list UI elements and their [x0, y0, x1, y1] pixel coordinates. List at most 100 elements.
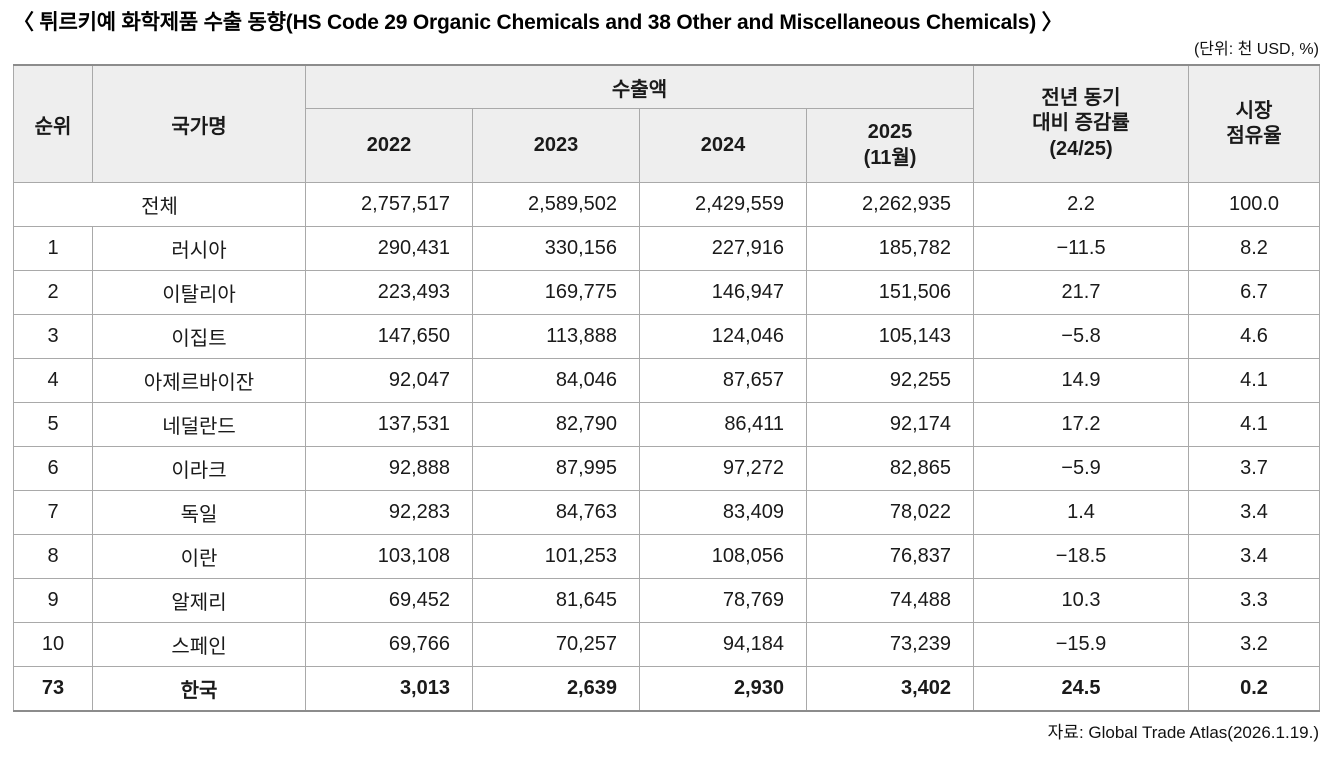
market-share-cell: 3.3 [1188, 578, 1321, 624]
rank-cell: 8 [13, 534, 93, 580]
export-value-cell: 87,995 [472, 446, 640, 492]
header-year-2023: 2023 [472, 108, 640, 184]
market-share-cell: 8.2 [1188, 226, 1321, 272]
yoy-change-cell: −11.5 [973, 226, 1190, 272]
export-value-cell: 290,431 [305, 226, 473, 272]
header-market-share: 시장 점유율 [1188, 64, 1321, 184]
table-header: 순위 국가명 수출액 전년 동기 대비 증감률 (24/25) 시장 점유율 2… [13, 64, 1321, 184]
export-value-cell: 3,013 [305, 666, 473, 712]
yoy-change-cell: −18.5 [973, 534, 1190, 580]
header-year-2022: 2022 [305, 108, 473, 184]
export-value-cell: 124,046 [639, 314, 807, 360]
export-value-cell: 101,253 [472, 534, 640, 580]
export-value-cell: 169,775 [472, 270, 640, 316]
country-cell: 스페인 [92, 622, 306, 668]
yoy-change-cell: 21.7 [973, 270, 1190, 316]
export-value-cell: 105,143 [805, 314, 975, 360]
export-value-cell: 2,930 [639, 666, 807, 712]
country-cell: 이란 [92, 534, 306, 580]
export-value-cell: 82,790 [472, 402, 640, 448]
country-cell: 이탈리아 [92, 270, 306, 316]
unit-note: (단위: 천 USD, %) [1193, 41, 1319, 59]
market-share-cell: 3.2 [1188, 622, 1321, 668]
rank-cell: 10 [13, 622, 93, 668]
table-row: 5 네덜란드 137,531 82,790 86,411 92,174 17.2 4.1 [13, 402, 1321, 448]
country-cell: 네덜란드 [92, 402, 306, 448]
table-row: 3 이집트 147,650 113,888 124,046 105,143 −5.8 4.6 [13, 314, 1321, 360]
market-share-cell: 4.1 [1188, 358, 1321, 404]
export-value-cell: 227,916 [639, 226, 807, 272]
export-value-cell: 69,766 [305, 622, 473, 668]
header-export-amount: 수출액 [304, 64, 975, 110]
yoy-change-cell: 24.5 [973, 666, 1190, 712]
country-cell: 러시아 [92, 226, 306, 272]
export-value-cell: 185,782 [805, 226, 975, 272]
export-value-cell: 2,589,502 [472, 182, 640, 228]
export-value-cell: 103,108 [305, 534, 473, 580]
export-value-cell: 113,888 [472, 314, 640, 360]
market-share-cell: 100.0 [1188, 182, 1321, 228]
rank-cell: 6 [13, 446, 93, 492]
export-value-cell: 97,272 [639, 446, 807, 492]
rank-cell: 2 [13, 270, 93, 316]
market-share-cell: 3.4 [1188, 490, 1321, 536]
yoy-change-cell: −15.9 [973, 622, 1190, 668]
rank-cell: 7 [13, 490, 93, 536]
table-body: 전체 2,757,517 2,589,502 2,429,559 2,262,935 2.… [13, 182, 1321, 712]
rank-cell: 73 [13, 666, 93, 712]
export-value-cell: 94,184 [639, 622, 807, 668]
export-value-cell: 92,888 [305, 446, 473, 492]
export-value-cell: 76,837 [805, 534, 975, 580]
market-share-cell: 4.6 [1188, 314, 1321, 360]
header-yoy-change: 전년 동기 대비 증감률 (24/25) [973, 64, 1190, 184]
table-row: 7 독일 92,283 84,763 83,409 78,022 1.4 3.4 [13, 490, 1321, 536]
page-title: 〈 튀르키예 화학제품 수출 동향(HS Code 29 Organic Che… [13, 11, 1063, 34]
table-row: 6 이라크 92,888 87,995 97,272 82,865 −5.9 3.7 [13, 446, 1321, 492]
header-year-2024: 2024 [639, 108, 807, 184]
export-value-cell: 74,488 [805, 578, 975, 624]
market-share-cell: 6.7 [1188, 270, 1321, 316]
yoy-change-cell: 17.2 [973, 402, 1190, 448]
export-value-cell: 146,947 [639, 270, 807, 316]
export-value-cell: 147,650 [305, 314, 473, 360]
market-share-cell: 3.4 [1188, 534, 1321, 580]
yoy-change-cell: 2.2 [973, 182, 1190, 228]
export-value-cell: 2,262,935 [805, 182, 975, 228]
export-value-cell: 92,255 [805, 358, 975, 404]
rank-cell: 9 [13, 578, 93, 624]
table-row: 8 이란 103,108 101,253 108,056 76,837 −18.5 3.4 [13, 534, 1321, 580]
export-value-cell: 86,411 [639, 402, 807, 448]
header-country: 국가명 [92, 64, 306, 184]
country-cell: 전체 [13, 182, 306, 228]
table-row: 9 알제리 69,452 81,645 78,769 74,488 10.3 3.3 [13, 578, 1321, 624]
table-row-total: 전체 2,757,517 2,589,502 2,429,559 2,262,935 2.… [13, 182, 1321, 228]
rank-cell: 1 [13, 226, 93, 272]
country-cell: 알제리 [92, 578, 306, 624]
rank-cell: 4 [13, 358, 93, 404]
export-value-cell: 2,429,559 [639, 182, 807, 228]
table-row: 2 이탈리아 223,493 169,775 146,947 151,506 21.7 6.7 [13, 270, 1321, 316]
country-cell: 이라크 [92, 446, 306, 492]
market-share-cell: 0.2 [1188, 666, 1321, 712]
export-value-cell: 330,156 [472, 226, 640, 272]
export-value-cell: 2,639 [472, 666, 640, 712]
market-share-cell: 3.7 [1188, 446, 1321, 492]
export-value-cell: 151,506 [805, 270, 975, 316]
export-value-cell: 82,865 [805, 446, 975, 492]
table-row: 4 아제르바이잔 92,047 84,046 87,657 92,255 14.9 4.1 [13, 358, 1321, 404]
table-row: 1 러시아 290,431 330,156 227,916 185,782 −11.5 8.2 [13, 226, 1321, 272]
export-value-cell: 69,452 [305, 578, 473, 624]
export-value-cell: 84,763 [472, 490, 640, 536]
export-value-cell: 3,402 [805, 666, 975, 712]
yoy-change-cell: 10.3 [973, 578, 1190, 624]
rank-cell: 5 [13, 402, 93, 448]
country-cell: 이집트 [92, 314, 306, 360]
header-rank: 순위 [13, 64, 93, 184]
source-note: 자료: Global Trade Atlas(2026.1.19.) [1047, 722, 1319, 742]
export-value-cell: 223,493 [305, 270, 473, 316]
yoy-change-cell: 1.4 [973, 490, 1190, 536]
export-value-cell: 92,283 [305, 490, 473, 536]
export-value-cell: 87,657 [639, 358, 807, 404]
export-value-cell: 83,409 [639, 490, 807, 536]
